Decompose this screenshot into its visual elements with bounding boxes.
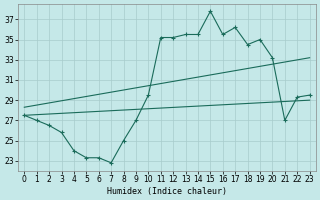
X-axis label: Humidex (Indice chaleur): Humidex (Indice chaleur) (107, 187, 227, 196)
